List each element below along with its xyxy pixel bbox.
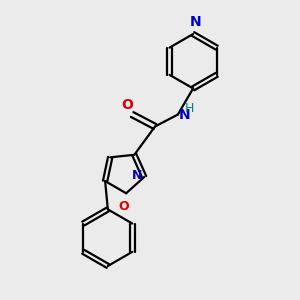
Text: O: O [121,98,133,112]
Text: N: N [131,169,142,182]
Text: N: N [179,108,190,122]
Text: O: O [119,200,129,213]
Text: N: N [190,15,202,28]
Text: H: H [185,101,194,115]
